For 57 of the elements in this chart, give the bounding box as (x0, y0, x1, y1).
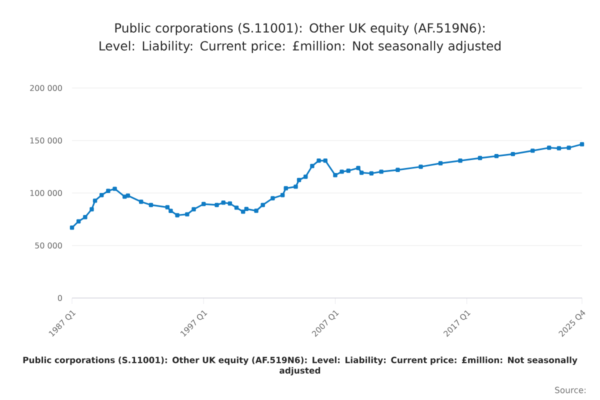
point (458, 158, 462, 163)
point (214, 202, 219, 208)
point (478, 156, 482, 160)
point (192, 207, 196, 212)
point (112, 186, 117, 191)
point (70, 226, 74, 230)
point (202, 202, 206, 206)
point (76, 219, 81, 224)
point (122, 194, 127, 199)
point (92, 198, 98, 203)
point (148, 202, 154, 208)
point (100, 193, 104, 198)
point (340, 170, 344, 174)
point (294, 184, 298, 189)
point (83, 215, 88, 220)
point (333, 173, 338, 178)
point (106, 188, 110, 193)
point (260, 202, 265, 208)
point (296, 178, 302, 182)
chart-title: Public corporations (S.11001): Other UK equity (AF.519N6): Level: Liability: Current price: £million: Not seasonally adjusted (100, 23, 501, 53)
point (168, 208, 173, 213)
text: Public corporations (S.11001): Other UK equity (AF.519N6): Level: Liability: Current price: £million: Not seasonally adjusted (23, 356, 578, 376)
point (356, 166, 360, 170)
point (270, 196, 275, 200)
point (438, 161, 443, 166)
point (396, 168, 400, 172)
point (139, 200, 144, 204)
point (494, 154, 499, 158)
point (185, 212, 190, 216)
point (244, 206, 248, 212)
point (175, 213, 180, 218)
point (418, 164, 423, 169)
source-note: Source: (555, 386, 586, 394)
point (510, 152, 516, 156)
point (280, 193, 285, 198)
point (221, 200, 226, 205)
point (369, 171, 374, 176)
point (566, 146, 571, 150)
point (165, 205, 170, 210)
point (359, 170, 364, 175)
point (234, 206, 239, 210)
point (304, 174, 308, 179)
point (228, 201, 232, 206)
point (310, 164, 314, 168)
point (254, 208, 258, 213)
point (580, 142, 584, 146)
point (316, 158, 321, 163)
point (379, 170, 384, 174)
point (126, 194, 130, 198)
point (556, 146, 562, 150)
point (346, 168, 350, 173)
point (90, 207, 94, 212)
point (547, 146, 552, 150)
point (284, 186, 288, 190)
point (530, 148, 535, 153)
point (241, 210, 246, 214)
point (323, 158, 328, 163)
